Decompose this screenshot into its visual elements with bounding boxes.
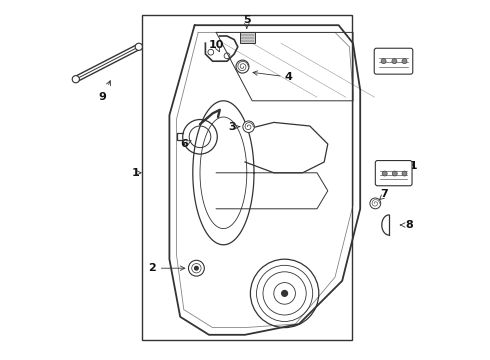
Circle shape [135,43,143,50]
Circle shape [195,266,198,270]
Text: 9: 9 [99,92,107,102]
Text: 8: 8 [405,220,413,230]
Text: 1: 1 [131,168,139,178]
Text: 3: 3 [229,122,236,132]
Text: 10: 10 [209,40,224,50]
Text: 6: 6 [180,139,188,149]
Circle shape [243,121,254,132]
Text: 2: 2 [148,263,156,273]
Text: 11: 11 [403,161,418,171]
Circle shape [382,171,387,176]
Circle shape [72,76,79,83]
Circle shape [402,59,407,64]
Text: 5: 5 [243,15,250,25]
Circle shape [189,260,204,276]
Circle shape [392,171,397,176]
FancyBboxPatch shape [375,161,412,186]
Circle shape [282,291,288,296]
Bar [142,15,351,340]
FancyBboxPatch shape [374,48,413,74]
Text: 4: 4 [284,72,292,82]
Circle shape [402,171,407,176]
Circle shape [370,198,381,209]
Text: 7: 7 [380,189,388,199]
Text: 12: 12 [395,53,411,63]
Bar [240,32,255,43]
Circle shape [392,59,397,64]
Circle shape [381,59,386,64]
